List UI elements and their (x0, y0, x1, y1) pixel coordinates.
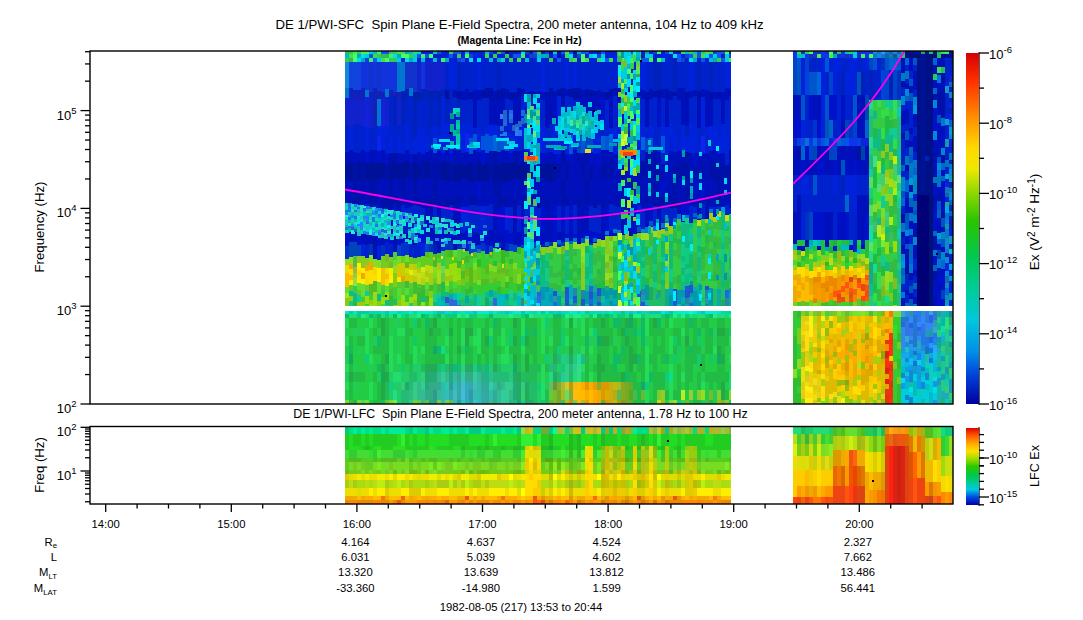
svg-text:4.524: 4.524 (592, 536, 620, 548)
svg-text:-33.360: -33.360 (336, 582, 374, 594)
svg-text:13.486: 13.486 (841, 566, 876, 578)
svg-text:(Magenta Line: Fce in Hz): (Magenta Line: Fce in Hz) (457, 35, 581, 46)
svg-text:Ex (V2 m-2 Hz-1): Ex (V2 m-2 Hz-1) (1026, 174, 1043, 271)
svg-text:7.662: 7.662 (844, 551, 872, 563)
svg-text:1982-08-05 (217) 13:53 to 20:4: 1982-08-05 (217) 13:53 to 20:44 (440, 601, 603, 613)
svg-text:L: L (51, 551, 57, 563)
svg-text:DE 1/PWI-LFC Spin Plane E-Fie: DE 1/PWI-LFC Spin Plane E-Field Spectra,… (293, 407, 748, 421)
svg-text:DE 1/PWI-SFC Spin Plane E-Fie: DE 1/PWI-SFC Spin Plane E-Field Spectra,… (275, 17, 763, 32)
svg-text:4.164: 4.164 (341, 536, 369, 548)
svg-text:1.599: 1.599 (592, 582, 620, 594)
svg-text:16:00: 16:00 (343, 518, 371, 530)
svg-text:20:00: 20:00 (845, 518, 873, 530)
svg-text:13.812: 13.812 (589, 566, 624, 578)
svg-text:-14.980: -14.980 (462, 582, 500, 594)
svg-text:4.637: 4.637 (467, 536, 495, 548)
svg-text:2.327: 2.327 (844, 536, 872, 548)
svg-text:4.602: 4.602 (592, 551, 620, 563)
svg-text:56.441: 56.441 (841, 582, 876, 594)
svg-text:19:00: 19:00 (720, 518, 748, 530)
svg-text:15:00: 15:00 (217, 518, 245, 530)
svg-text:18:00: 18:00 (594, 518, 622, 530)
svg-text:13.639: 13.639 (464, 566, 499, 578)
svg-text:6.031: 6.031 (341, 551, 369, 563)
svg-text:Frequency (Hz): Frequency (Hz) (32, 182, 47, 273)
svg-text:13.320: 13.320 (338, 566, 373, 578)
svg-text:LFC Ex: LFC Ex (1028, 444, 1042, 487)
svg-text:5.039: 5.039 (467, 551, 495, 563)
svg-text:17:00: 17:00 (468, 518, 496, 530)
svg-text:Freq (Hz): Freq (Hz) (32, 437, 47, 493)
svg-text:14:00: 14:00 (92, 518, 120, 530)
